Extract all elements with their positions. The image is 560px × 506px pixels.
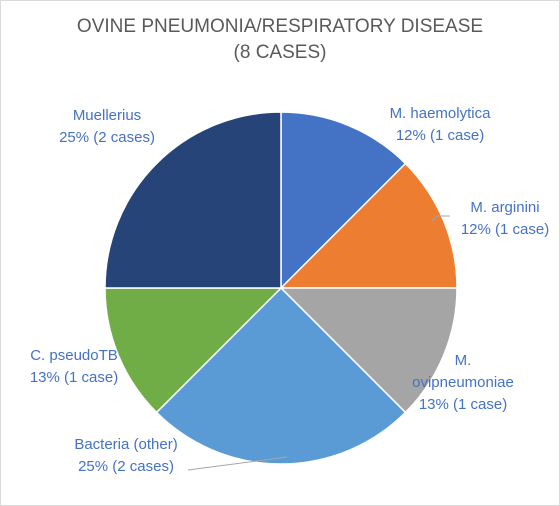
slice-label-muellerius: Muellerius 25% (2 cases) (59, 107, 155, 146)
chart-title: OVINE PNEUMONIA/RESPIRATORY DISEASE (8 C… (0, 14, 560, 66)
leader-line-m-arginini (431, 215, 450, 222)
pie-slice-bacteria-other (155, 286, 407, 465)
slice-label-c-pseudotb: C. pseudoTB 13% (1 case) (30, 347, 118, 386)
pie-slice-m-ovipneumoniae (279, 287, 458, 414)
slice-label-bacteria-other: Bacteria (other) 25% (2 cases) (74, 436, 177, 475)
slice-label-m-ovipneumoniae: M. ovipneumoniae 13% (1 case) (412, 352, 514, 413)
pie-slice-c-pseudotb (104, 287, 283, 414)
chart-title-main: OVINE PNEUMONIA/RESPIRATORY DISEASE (76, 16, 484, 37)
chart-title-sub: (8 CASES) (233, 42, 327, 63)
pie-slice-m-haemolytica (280, 111, 407, 290)
slice-label-m-arginini: M. arginini 12% (1 case) (461, 199, 549, 238)
pie-slice-m-arginini (279, 162, 458, 289)
slice-label-m-haemolytica: M. haemolytica 12% (1 case) (390, 105, 492, 144)
pie-slice-muellerius (104, 111, 282, 289)
leader-line-bacteria-other (187, 456, 288, 471)
